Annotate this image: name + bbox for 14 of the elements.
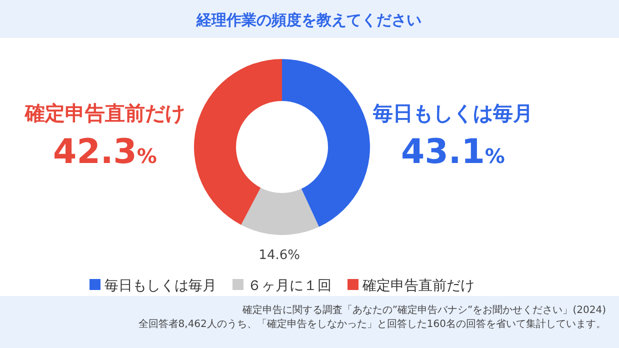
data-label: 42.3% xyxy=(53,132,157,172)
donut-slice xyxy=(282,59,370,227)
legend-label: 確定申告直前だけ xyxy=(362,278,474,294)
slice-label: 確定申告直前だけ xyxy=(24,101,185,125)
text: 全回答者8,462人のうち、「確定申告をしなかった」と回答した160名の回答を省いて集計しています。 xyxy=(138,318,606,330)
donut-slice xyxy=(241,188,319,235)
donut-slice xyxy=(194,59,282,225)
data-label: 14.6% xyxy=(258,248,300,263)
legend-label: ６ヶ月に１回 xyxy=(248,278,332,294)
data-label: 43.1% xyxy=(401,132,505,172)
text: 確定申告に関する調査「あなたの”確定申告バナシ”をお聞かせください」(2024) xyxy=(241,304,606,316)
chart-title: 経理作業の頻度を教えてください xyxy=(196,11,422,29)
slice-label: 毎日もしくは毎月 xyxy=(372,101,533,125)
legend-label: 毎日もしくは毎月 xyxy=(104,278,216,294)
